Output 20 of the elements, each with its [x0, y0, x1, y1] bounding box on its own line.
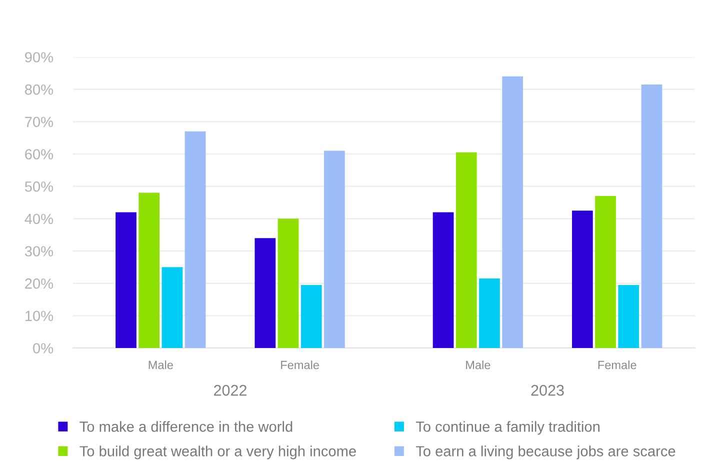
- x-tick-label: Female: [598, 360, 636, 370]
- y-tick-label: 50%: [24, 181, 54, 192]
- y-tick-label: 40%: [24, 214, 54, 224]
- text: 2022: [214, 384, 246, 396]
- y-tick-label: 10%: [25, 310, 54, 322]
- y-tick-label: 20%: [25, 278, 54, 289]
- y-tick-label: 30%: [24, 246, 54, 256]
- y-tick-label: 90%: [25, 52, 54, 62]
- legend-label: To build great wealth or a very high income: [80, 446, 356, 460]
- y-tick-label: 80%: [25, 84, 54, 95]
- legend-label: To continue a family tradition: [416, 421, 600, 435]
- y-tick-label: 60%: [25, 149, 54, 160]
- y-tick-label: 0%: [33, 343, 54, 354]
- y-tick-label: 70%: [25, 116, 54, 128]
- x-tick-label: Male: [148, 360, 173, 370]
- text: 2023: [531, 384, 564, 396]
- x-tick-label: Female: [281, 360, 319, 370]
- x-tick-label: Male: [466, 360, 490, 370]
- legend-label: To make a difference in the world: [80, 421, 292, 432]
- legend-label: To earn a living because jobs are scarce: [416, 446, 676, 460]
